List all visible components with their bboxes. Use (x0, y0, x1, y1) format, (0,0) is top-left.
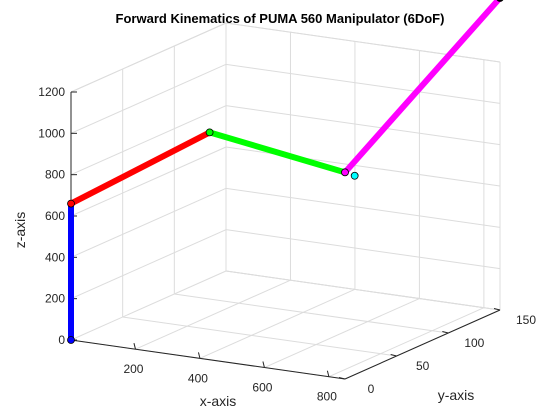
y-tick-label: 150 (516, 313, 536, 327)
gridline (70, 229, 227, 300)
gridline (70, 270, 227, 341)
gridline (199, 288, 356, 359)
y-tick (390, 354, 397, 357)
joint-4 (341, 168, 349, 177)
y-tick-label: 100 (464, 336, 484, 350)
gridline (225, 229, 501, 270)
y-tick-label: 50 (416, 359, 430, 373)
gridline (264, 298, 420, 368)
gridline (225, 63, 501, 104)
gridline (328, 307, 485, 378)
x-tick-label: 800 (317, 390, 337, 404)
gridline (225, 105, 501, 146)
z-tick-label: 0 (58, 333, 65, 347)
joint-1 (67, 336, 75, 344)
y-tick (338, 377, 346, 380)
link-4 (342, 0, 503, 175)
joint-3 (205, 128, 214, 137)
joints (67, 0, 504, 344)
gridline (70, 146, 227, 217)
series (68, 0, 503, 340)
x-tick (133, 343, 136, 350)
gridline (70, 187, 227, 258)
joint-6 (496, 0, 504, 2)
joint-2 (67, 199, 75, 208)
y-tick-label: 0 (368, 382, 375, 396)
box-edge (225, 22, 501, 63)
x-tick-label: 600 (252, 381, 272, 395)
z-tick-label: 1200 (38, 85, 65, 99)
y-tick (493, 308, 501, 311)
gridline (70, 105, 227, 176)
x-tick (262, 361, 265, 368)
tick-labels: 200 400 600 800 0 50 100 150 0 200 400 600 800 1000 12… (38, 85, 536, 404)
box-edge (70, 22, 227, 93)
z-tick-label: 400 (45, 250, 65, 264)
z-tick-label: 800 (45, 168, 65, 182)
z-tick-label: 1000 (38, 126, 65, 140)
gridline (135, 279, 291, 350)
x-axis-line (70, 339, 346, 380)
chart-title: Forward Kinematics of PUMA 560 Manipulat… (116, 11, 445, 26)
joint-5 (350, 171, 359, 180)
grid (70, 22, 501, 380)
y-axis-label: y-axis (438, 387, 475, 403)
gridline (174, 293, 449, 334)
z-tick-label: 200 (45, 292, 65, 306)
gridline (70, 63, 227, 134)
y-axis-line (344, 309, 501, 380)
y-tick (442, 331, 449, 334)
x-tick-label: 400 (188, 371, 208, 385)
gridline (122, 316, 397, 357)
link-3 (208, 129, 346, 176)
gridline (225, 187, 501, 228)
z-tick-label: 600 (45, 209, 65, 223)
x-tick (326, 370, 330, 377)
z-axis-label: z-axis (12, 212, 28, 249)
x-axis-label: x-axis (200, 393, 237, 409)
link-2 (69, 129, 211, 207)
x-tick (197, 352, 201, 359)
x-tick-label: 200 (123, 362, 143, 376)
box-edge (225, 270, 501, 311)
